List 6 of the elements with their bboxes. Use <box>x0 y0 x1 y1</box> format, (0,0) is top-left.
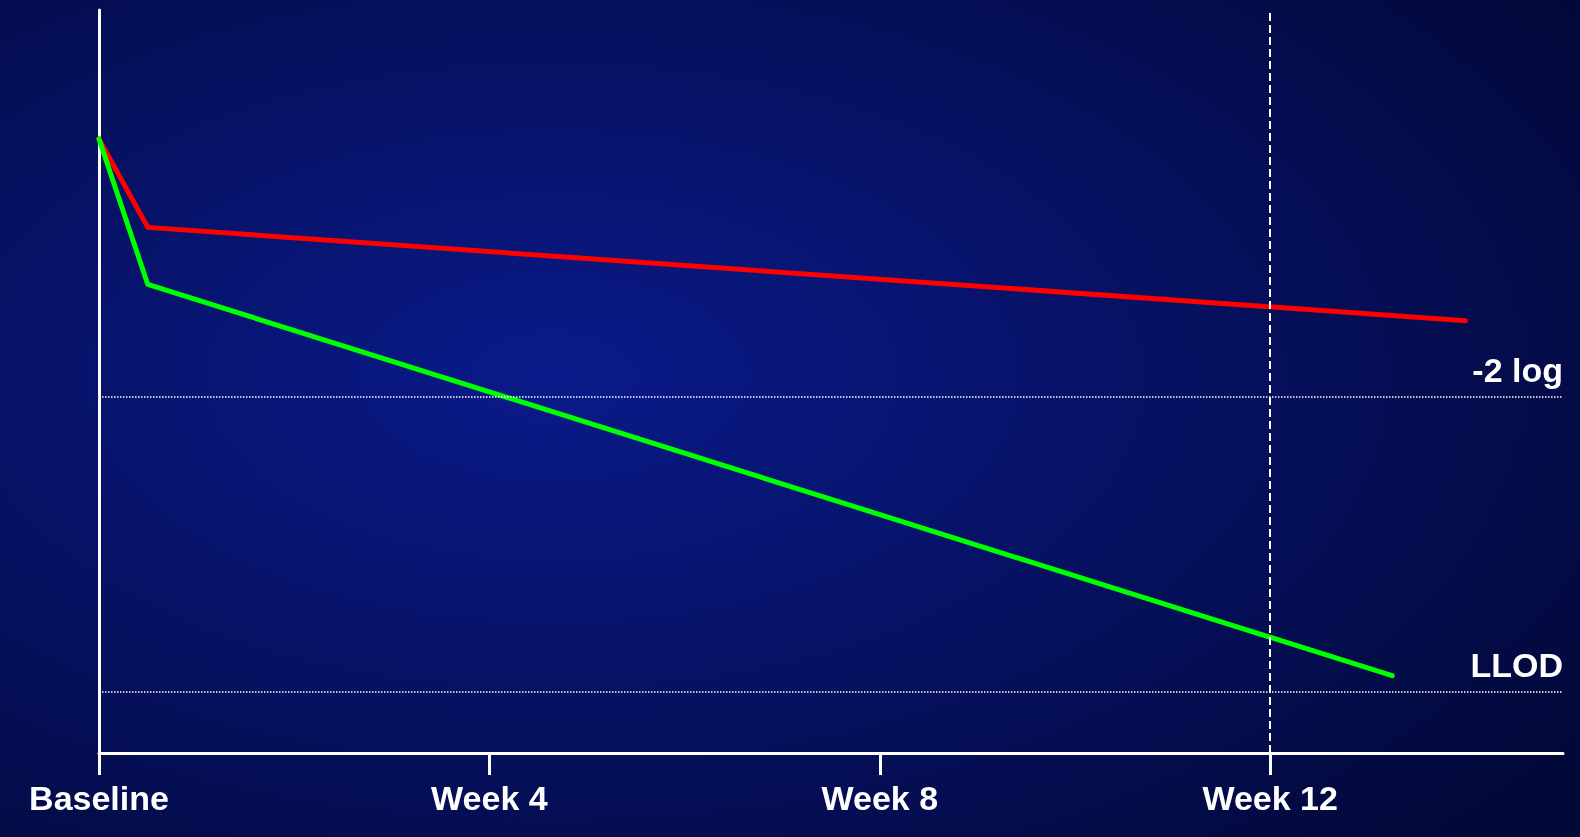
ref-line-label: LLOD <box>1470 645 1563 684</box>
ref-line-label: -2 log <box>1472 350 1563 389</box>
x-tick-label: Week 8 <box>821 779 939 817</box>
x-tick-label: Week 4 <box>431 779 548 817</box>
x-tick-label: Week 12 <box>1202 779 1338 817</box>
x-tick-label: Baseline <box>29 779 169 817</box>
